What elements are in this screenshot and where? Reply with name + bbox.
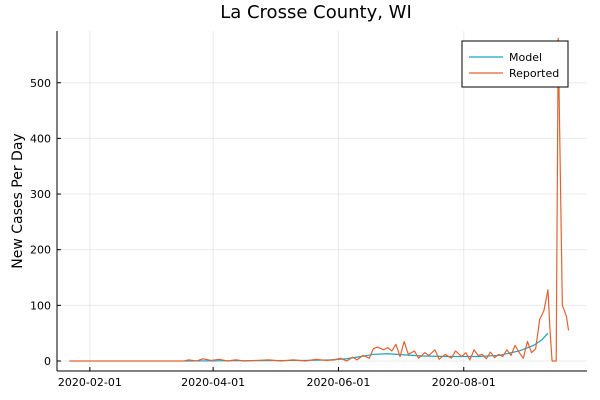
y-tick-label: 0 xyxy=(44,355,51,368)
y-tick-label: 200 xyxy=(30,244,51,257)
y-axis-label: New Cases Per Day xyxy=(10,133,26,268)
series-line-reported xyxy=(69,37,570,362)
legend-label-model: Model xyxy=(509,51,542,64)
chart-title: La Crosse County, WI xyxy=(220,2,412,23)
ticks: 2020-02-01 2020-04-01 2020-06-01 2020-08-01… xyxy=(30,77,496,389)
x-tick-label: 2020-02-01 xyxy=(58,376,122,389)
x-tick-label: 2020-08-01 xyxy=(432,376,496,389)
x-tick-label: 2020-06-01 xyxy=(306,376,370,389)
plot-area xyxy=(69,37,570,362)
y-tick-label: 400 xyxy=(30,132,51,145)
legend-box xyxy=(461,40,569,88)
y-tick-label: 300 xyxy=(30,188,51,201)
legend-label-reported: Reported xyxy=(509,67,559,80)
axes xyxy=(56,31,587,372)
y-tick-label: 500 xyxy=(30,77,51,90)
x-tick-label: 2020-04-01 xyxy=(181,376,245,389)
legend: Model Reported xyxy=(461,40,569,88)
y-tick-label: 100 xyxy=(30,299,51,312)
